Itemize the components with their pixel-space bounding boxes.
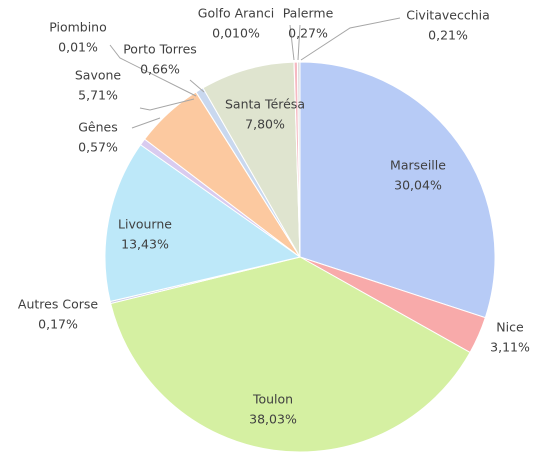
pie	[104, 61, 496, 453]
slice-value-label: 13,43%	[121, 237, 169, 252]
slice-value-label: 0,17%	[38, 317, 78, 332]
leader-line	[139, 98, 195, 111]
slice-label: Livourne	[118, 217, 172, 232]
slice-label: Santa Térésa	[225, 97, 305, 112]
slice-value-label: 0,66%	[140, 62, 180, 77]
slice-label: Gênes	[78, 120, 118, 135]
leader-line	[189, 79, 205, 93]
pie-slice	[202, 61, 301, 258]
slice-value-label: 0,57%	[78, 140, 118, 155]
leader-lines	[109, 17, 401, 129]
pie-slice	[104, 144, 302, 303]
leader-line	[131, 117, 161, 129]
slice-label: Marseille	[390, 158, 446, 173]
slice-label: Toulon	[252, 392, 293, 407]
slice-label: Civitavecchia	[406, 8, 490, 23]
slice-label: Savone	[75, 68, 122, 83]
pie-slice	[110, 256, 471, 453]
leader-line	[297, 24, 301, 61]
leader-line	[109, 44, 197, 97]
slice-label: Golfo Aranci	[198, 6, 274, 21]
pie-slice	[299, 61, 496, 319]
slice-value-label: 0,21%	[428, 28, 468, 43]
slice-value-label: 0,27%	[288, 26, 328, 41]
leader-line	[300, 17, 401, 61]
slice-label: Autres Corse	[18, 297, 98, 312]
slice-value-label: 38,03%	[249, 412, 297, 427]
slice-label: Palerme	[283, 6, 334, 21]
slice-label: Porto Torres	[123, 42, 197, 57]
pie-slice	[296, 61, 301, 258]
leader-line	[289, 24, 295, 61]
slice-value-label: 0,01%	[58, 40, 98, 55]
slice-value-label: 3,11%	[490, 340, 530, 355]
slice-value-label: 0,010%	[212, 26, 260, 41]
slice-label: Nice	[496, 320, 524, 335]
slice-value-label: 7,80%	[245, 117, 285, 132]
slice-value-label: 30,04%	[394, 178, 442, 193]
slice-label: Piombino	[49, 20, 107, 35]
slice-value-label: 5,71%	[78, 88, 118, 103]
